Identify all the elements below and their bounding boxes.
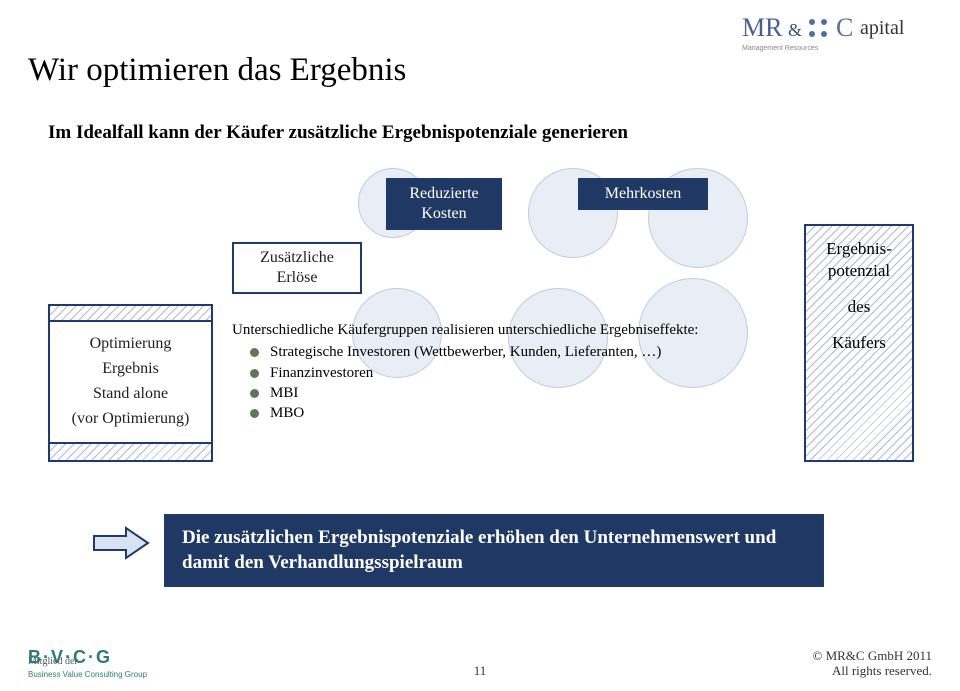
svg-text:C: C: [836, 13, 853, 42]
brand-logo: MR & C apital Management Resources: [742, 8, 932, 58]
right-label: Ergebnis- potenzial des Käufers: [804, 238, 914, 354]
footer-copyright: © MR&C GmbH 2011 All rights reserved.: [812, 648, 932, 679]
callout-bar: Die zusätzlichen Ergebnispotenziale erhö…: [164, 514, 824, 587]
page-number: 11: [474, 663, 487, 679]
effects-item: MBI: [250, 383, 762, 403]
effects-item: Finanzinvestoren: [250, 363, 762, 383]
diagram: Reduzierte Kosten Mehrkosten Zusätzliche…: [48, 168, 918, 468]
logo-mr: MR: [742, 13, 783, 42]
svg-text:apital: apital: [860, 17, 905, 39]
box-mehrkosten: Mehrkosten: [578, 178, 708, 210]
svg-text:B·V·C·G: B·V·C·G: [28, 647, 112, 667]
logo-amp: &: [788, 20, 802, 40]
svg-text:Management Resources: Management Resources: [742, 45, 819, 52]
bvcg-logo: B·V·C·G Business Value Consulting Group: [28, 645, 208, 685]
page-title: Wir optimieren das Ergebnis: [28, 52, 406, 89]
effects-item: Strategische Investoren (Wettbewerber, K…: [250, 342, 762, 362]
effects-item: MBO: [250, 403, 762, 423]
box-optimierung: Optimierung Ergebnis Stand alone (vor Op…: [48, 320, 213, 444]
callout-arrow-icon: [92, 526, 150, 560]
svg-text:Business Value Consulting Grou: Business Value Consulting Group: [28, 670, 148, 679]
subtitle: Im Idealfall kann der Käufer zusätzliche…: [48, 122, 628, 144]
box-reduzierte-kosten: Reduzierte Kosten: [386, 178, 502, 230]
box-zusaetzliche-erloese: Zusätzliche Erlöse: [232, 242, 362, 294]
effects-block: Unterschiedliche Käufergruppen realisier…: [232, 320, 762, 423]
effects-intro: Unterschiedliche Käufergruppen realisier…: [232, 320, 762, 340]
